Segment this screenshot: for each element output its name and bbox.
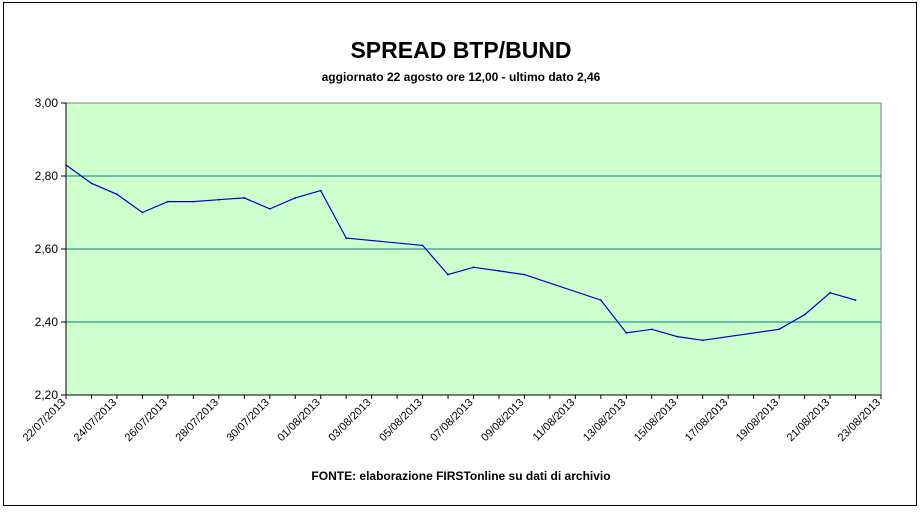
x-tick-label: 11/08/2013 <box>531 397 578 444</box>
x-tick-label: 28/07/2013 <box>174 397 221 444</box>
data-point <box>472 266 475 269</box>
data-point <box>625 332 628 334</box>
data-point <box>243 197 246 199</box>
chart-title: SPREAD BTP/BUND <box>350 37 572 63</box>
chart-source: FONTE: elaborazione FIRSTonline su dati … <box>311 469 611 483</box>
series-line <box>65 164 856 341</box>
data-point <box>167 200 169 203</box>
x-tick-label: 05/08/2013 <box>377 397 424 444</box>
data-point <box>778 328 780 331</box>
data-point <box>90 182 93 185</box>
data-point <box>65 164 67 166</box>
data-point <box>141 211 144 214</box>
data-point <box>319 189 322 192</box>
x-tick-label: 09/08/2013 <box>479 397 526 444</box>
y-tick-label: 2,20 <box>35 388 59 402</box>
x-tick-label: 26/07/2013 <box>123 397 170 444</box>
data-point <box>701 339 704 342</box>
x-tick-label: 13/08/2013 <box>581 397 628 444</box>
x-tick-label: 03/08/2013 <box>326 397 373 444</box>
chart-subtitle: aggiornato 22 agosto ore 12,00 - ultimo … <box>321 70 601 84</box>
y-tick-label: 2,80 <box>35 169 59 183</box>
data-point <box>523 273 526 276</box>
data-point <box>498 270 500 272</box>
x-tick-label: 21/08/2013 <box>785 397 832 444</box>
data-point <box>676 335 679 338</box>
line-chart: 2,20 2,40 2,60 2,80 3,00 22/07/2013 24/07/2013… <box>21 96 883 444</box>
x-tick-label: 01/08/2013 <box>275 397 322 444</box>
y-tick-label: 2,60 <box>35 242 59 256</box>
data-point <box>268 208 271 210</box>
data-point <box>217 198 220 201</box>
data-point <box>854 299 857 301</box>
x-tick-label: 22/07/2013 <box>21 397 68 444</box>
x-tick-label: 24/07/2013 <box>72 397 119 444</box>
data-point <box>116 193 118 196</box>
x-tick-label: 19/08/2013 <box>734 397 781 444</box>
data-point <box>599 299 602 301</box>
chart-frame: SPREAD BTP/BUND aggiornato 22 agosto ore… <box>3 2 917 506</box>
data-point <box>447 273 449 276</box>
x-tick-label: 30/07/2013 <box>224 397 271 444</box>
x-tick-label: 17/08/2013 <box>683 397 730 444</box>
data-point <box>803 313 806 316</box>
x-tick-label: 23/08/2013 <box>836 397 883 444</box>
data-point <box>650 328 653 331</box>
data-point <box>294 197 297 199</box>
data-point <box>345 237 348 240</box>
y-tick-label: 3,00 <box>35 96 59 110</box>
data-point <box>421 244 424 247</box>
x-tick-label: 07/08/2013 <box>428 397 475 444</box>
x-tick-label: 15/08/2013 <box>632 397 679 444</box>
y-tick-label: 2,40 <box>35 315 59 329</box>
data-point <box>192 200 195 203</box>
data-point <box>829 291 831 294</box>
